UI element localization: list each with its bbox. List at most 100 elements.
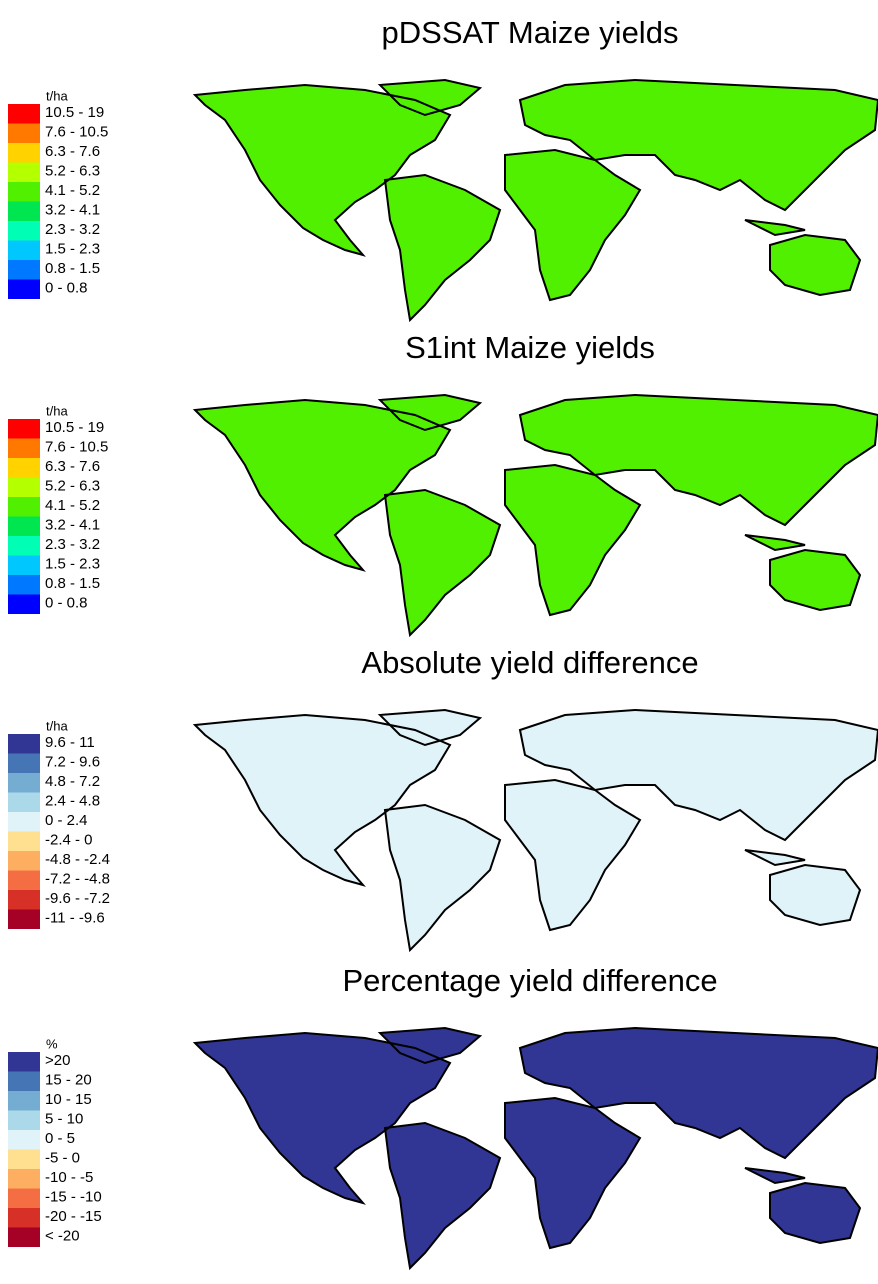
map <box>194 79 878 321</box>
legend-swatch <box>8 753 40 773</box>
legend-swatch <box>8 1227 40 1247</box>
legend-swatch <box>8 594 40 614</box>
legend-label: 6.3 - 7.6 <box>45 143 100 160</box>
legend-label: 1.5 - 2.3 <box>45 555 100 572</box>
legend-label: 4.1 - 5.2 <box>45 497 100 514</box>
legend-swatch <box>8 458 40 478</box>
legend-unit: % <box>46 1036 58 1051</box>
legend-swatch <box>8 575 40 595</box>
legend-label: -9.6 - -7.2 <box>45 890 110 907</box>
legend-label: 7.6 - 10.5 <box>45 438 108 455</box>
legend-swatch <box>8 182 40 202</box>
legend-unit: t/ha <box>46 88 68 103</box>
legend-swatch <box>8 123 40 143</box>
legend-label: -7.2 - -4.8 <box>45 870 110 887</box>
legend-label: 7.2 - 9.6 <box>45 753 100 770</box>
legend-swatch <box>8 1149 40 1169</box>
legend-swatch <box>8 1208 40 1228</box>
legend-swatch <box>8 870 40 890</box>
land <box>195 80 878 320</box>
legend-swatch <box>8 909 40 929</box>
legend-swatch <box>8 792 40 812</box>
legend-swatch <box>8 143 40 163</box>
legend-label: -20 - -15 <box>45 1208 102 1225</box>
legend-swatch <box>8 1091 40 1111</box>
legend-swatch <box>8 734 40 754</box>
legend-swatch <box>8 516 40 536</box>
panel-title: Absolute yield difference <box>361 645 698 680</box>
land <box>195 1028 878 1268</box>
land <box>195 395 878 635</box>
legend-swatch <box>8 1110 40 1130</box>
legend-label: 4.1 - 5.2 <box>45 182 100 199</box>
legend-label: 4.8 - 7.2 <box>45 773 100 790</box>
legend-swatch <box>8 162 40 182</box>
land <box>195 710 878 950</box>
legend-label: 10 - 15 <box>45 1091 92 1108</box>
legend-swatch <box>8 831 40 851</box>
legend-swatch <box>8 555 40 575</box>
legend-swatch <box>8 221 40 241</box>
legend-label: 0 - 0.8 <box>45 279 88 296</box>
legend-swatch <box>8 201 40 221</box>
legend-swatch <box>8 1071 40 1091</box>
legend-swatch <box>8 1169 40 1189</box>
legend-label: >20 <box>45 1052 70 1069</box>
legend-label: 2.3 - 3.2 <box>45 536 100 553</box>
legend-label: 2.4 - 4.8 <box>45 792 100 809</box>
legend-swatch <box>8 1130 40 1150</box>
legend-label: -10 - -5 <box>45 1169 93 1186</box>
legend-unit: t/ha <box>46 403 68 418</box>
legend-swatch <box>8 279 40 299</box>
legend-unit: t/ha <box>46 718 68 733</box>
legend-swatch <box>8 536 40 556</box>
legend-label: 10.5 - 19 <box>45 104 104 121</box>
legend-label: 6.3 - 7.6 <box>45 458 100 475</box>
legend-label: 0 - 2.4 <box>45 812 88 829</box>
legend-swatch <box>8 438 40 458</box>
legend-label: -5 - 0 <box>45 1149 80 1166</box>
legend-swatch <box>8 890 40 910</box>
legend-swatch <box>8 477 40 497</box>
legend-label: 0 - 0.8 <box>45 594 88 611</box>
legend-swatch <box>8 497 40 517</box>
legend-label: 5.2 - 6.3 <box>45 162 100 179</box>
panel-title: pDSSAT Maize yields <box>382 15 679 50</box>
legend-label: 1.5 - 2.3 <box>45 240 100 257</box>
panel: Percentage yield difference%>20 15 - 20 10… <box>8 963 878 1269</box>
legend-label: 5 - 10 <box>45 1110 83 1127</box>
panel-title: S1int Maize yields <box>405 330 655 365</box>
legend-swatch <box>8 419 40 439</box>
legend-label: -4.8 - -2.4 <box>45 851 110 868</box>
legend-label: 0.8 - 1.5 <box>45 260 100 277</box>
legend-label: 15 - 20 <box>45 1071 92 1088</box>
legend-label: 9.6 - 11 <box>45 734 95 751</box>
map <box>194 1027 878 1269</box>
legend-swatch <box>8 812 40 832</box>
legend-swatch <box>8 1052 40 1072</box>
legend-swatch <box>8 851 40 871</box>
map <box>194 709 878 951</box>
legend-swatch <box>8 240 40 260</box>
legend-label: 7.6 - 10.5 <box>45 123 108 140</box>
map <box>194 394 878 636</box>
legend-label: 3.2 - 4.1 <box>45 516 100 533</box>
legend-label: 0.8 - 1.5 <box>45 575 100 592</box>
legend-label: 2.3 - 3.2 <box>45 221 100 238</box>
legend-swatch <box>8 104 40 124</box>
legend-label: 5.2 - 6.3 <box>45 477 100 494</box>
legend-label: < -20 <box>45 1227 80 1244</box>
legend-label: 10.5 - 19 <box>45 419 104 436</box>
legend-label: 3.2 - 4.1 <box>45 201 100 218</box>
legend-swatch <box>8 773 40 793</box>
legend-label: -11 - -9.6 <box>45 909 105 926</box>
legend-label: -15 - -10 <box>45 1188 102 1205</box>
legend-label: 0 - 5 <box>45 1130 75 1147</box>
legend-swatch <box>8 1188 40 1208</box>
panel: Absolute yield difference t/ha9.6 - 11 7.2… <box>8 645 878 951</box>
panel-title: Percentage yield difference <box>342 963 717 998</box>
legend-label: -2.4 - 0 <box>45 831 93 848</box>
